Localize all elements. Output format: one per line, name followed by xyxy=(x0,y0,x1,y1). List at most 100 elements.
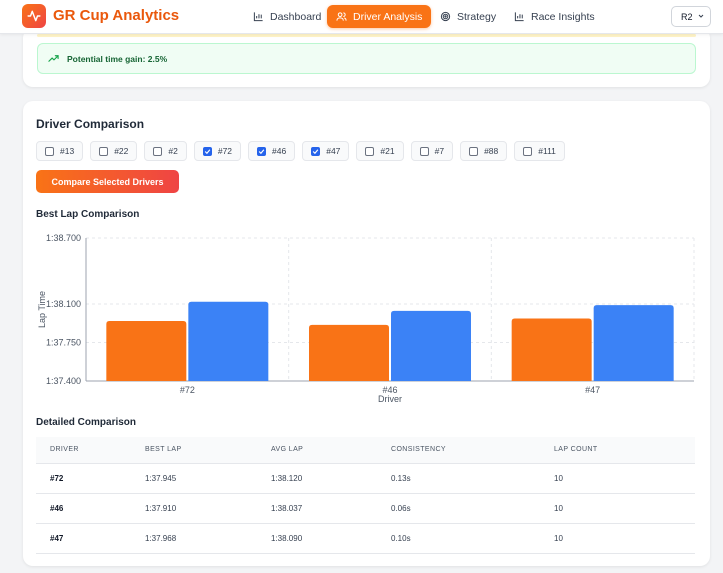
driver-chip[interactable]: #7 xyxy=(410,141,454,161)
driver-chip[interactable]: #13 xyxy=(36,141,84,161)
x-tick-label: #72 xyxy=(180,385,195,395)
bar xyxy=(188,301,269,381)
cell-lap-count: 10 xyxy=(554,493,695,524)
driver-chip[interactable]: #111 xyxy=(514,141,565,161)
cell-avg-lap: 1:38.120 xyxy=(271,463,391,494)
insight-accent-strip xyxy=(37,34,696,37)
cell-avg-lap: 1:38.090 xyxy=(271,523,391,554)
driver-chip-label: #21 xyxy=(380,146,395,156)
target-icon xyxy=(440,11,451,22)
chart-title: Best Lap Comparison xyxy=(36,209,140,220)
x-tick-label: #47 xyxy=(585,385,600,395)
race-select-value: R2 xyxy=(681,11,693,22)
users-icon xyxy=(336,12,347,21)
nav-driver-analysis[interactable]: Driver Analysis xyxy=(327,5,432,28)
column-header: BEST LAP xyxy=(145,437,271,464)
nav-dashboard[interactable]: Dashboard xyxy=(244,5,330,28)
y-tick-label: 1:37.400 xyxy=(46,376,81,386)
y-tick-label: 1:37.750 xyxy=(46,338,81,348)
nav-strategy[interactable]: Strategy xyxy=(431,5,505,28)
checkbox[interactable] xyxy=(523,146,533,156)
trending-up-icon xyxy=(48,55,59,62)
table-row: #47 1:37.968 1:38.090 0.10s 10 xyxy=(36,523,695,554)
y-tick-label: 1:38.700 xyxy=(46,233,81,243)
driver-selector: #13 #22 #2 #72 #46 #47 #21 #7 #88 #111 xyxy=(36,141,565,161)
driver-chip-label: #111 xyxy=(538,146,556,156)
nav-driver-analysis-label: Driver Analysis xyxy=(353,10,423,23)
driver-comparison-card: Driver Comparison #13 #22 #2 #72 #46 #47… xyxy=(23,101,710,566)
checkbox[interactable] xyxy=(311,146,321,156)
time-gain-banner: Potential time gain: 2.5% xyxy=(37,43,696,74)
bar xyxy=(593,305,674,381)
table-header-row: DRIVER BEST LAP AVG LAP CONSISTENCY LAP … xyxy=(36,437,695,464)
driver-chip[interactable]: #47 xyxy=(302,141,350,161)
bar xyxy=(309,324,389,381)
column-header: CONSISTENCY xyxy=(391,437,554,464)
cell-lap-count: 10 xyxy=(554,463,695,494)
driver-chip-label: #88 xyxy=(484,146,499,156)
table-row: #46 1:37.910 1:38.037 0.06s 10 xyxy=(36,493,695,524)
nav-strategy-label: Strategy xyxy=(457,10,497,23)
detailed-comparison-title: Detailed Comparison xyxy=(36,417,137,428)
bar xyxy=(391,310,471,381)
cell-driver: #46 xyxy=(36,493,145,524)
column-header: LAP COUNT xyxy=(554,437,695,464)
activity-icon[interactable] xyxy=(22,4,46,28)
compare-drivers-button[interactable]: Compare Selected Drivers xyxy=(36,170,179,193)
race-select[interactable]: R2 xyxy=(671,6,711,27)
checkbox[interactable] xyxy=(153,146,163,156)
checkbox[interactable] xyxy=(202,146,212,156)
cell-consistency: 0.10s xyxy=(391,523,554,554)
nav-race-insights[interactable]: Race Insights xyxy=(505,5,604,28)
driver-chip-label: #46 xyxy=(272,146,287,156)
cell-driver: #72 xyxy=(36,463,145,494)
cell-consistency: 0.13s xyxy=(391,463,554,494)
driver-chip-label: #7 xyxy=(434,146,445,156)
driver-chip[interactable]: #2 xyxy=(144,141,187,161)
cell-consistency: 0.06s xyxy=(391,493,554,524)
cell-lap-count: 10 xyxy=(554,523,695,554)
checkbox[interactable] xyxy=(365,146,375,156)
driver-chip-label: #2 xyxy=(168,146,178,156)
table-row: #72 1:37.945 1:38.120 0.13s 10 xyxy=(36,463,695,494)
nav-dashboard-label: Dashboard xyxy=(270,10,322,23)
insight-card: Potential time gain: 2.5% xyxy=(23,28,710,87)
checkbox[interactable] xyxy=(99,146,109,156)
comparison-table: DRIVER BEST LAP AVG LAP CONSISTENCY LAP … xyxy=(36,437,695,554)
best-lap-chart: 1:37.400 1:37.750 1:38.100 1:38.700 #72 #46 #4… xyxy=(37,233,695,404)
y-tick-label: 1:38.100 xyxy=(46,299,81,309)
bar xyxy=(106,321,187,381)
chevron-down-icon xyxy=(698,14,704,18)
checkbox[interactable] xyxy=(45,146,54,156)
time-gain-text: Potential time gain: 2.5% xyxy=(67,53,168,64)
driver-chip[interactable]: #21 xyxy=(356,141,404,161)
cell-best-lap: 1:37.968 xyxy=(145,523,271,554)
driver-comparison-title: Driver Comparison xyxy=(36,117,145,131)
bar-chart-icon xyxy=(253,12,263,22)
cell-avg-lap: 1:38.037 xyxy=(271,493,391,524)
column-header: AVG LAP xyxy=(271,437,391,464)
x-tick-label: #46 xyxy=(382,385,397,395)
checkbox[interactable] xyxy=(419,146,429,156)
driver-chip-label: #72 xyxy=(217,146,233,156)
driver-chip[interactable]: #72 xyxy=(193,141,242,161)
column-header: DRIVER xyxy=(36,437,145,464)
cell-driver: #47 xyxy=(36,523,145,554)
driver-chip-label: #47 xyxy=(326,146,341,156)
cell-best-lap: 1:37.910 xyxy=(145,493,271,524)
y-axis-label: Lap Time xyxy=(37,291,47,328)
driver-chip-label: #22 xyxy=(114,146,129,156)
driver-chip[interactable]: #88 xyxy=(460,141,508,161)
driver-chip[interactable]: #46 xyxy=(248,141,296,161)
checkbox[interactable] xyxy=(257,146,267,156)
app-title[interactable]: GR Cup Analytics xyxy=(53,7,180,24)
nav-race-insights-label: Race Insights xyxy=(531,10,595,23)
top-navigation-bar: GR Cup Analytics Dashboard Driver Analys… xyxy=(0,0,723,34)
cell-best-lap: 1:37.945 xyxy=(145,463,271,494)
driver-chip[interactable]: #22 xyxy=(90,141,138,161)
x-axis-label: Driver xyxy=(378,394,402,404)
driver-chip-label: #13 xyxy=(60,146,75,156)
checkbox[interactable] xyxy=(469,146,479,156)
bar-chart-icon xyxy=(514,12,524,22)
bar xyxy=(511,318,592,381)
